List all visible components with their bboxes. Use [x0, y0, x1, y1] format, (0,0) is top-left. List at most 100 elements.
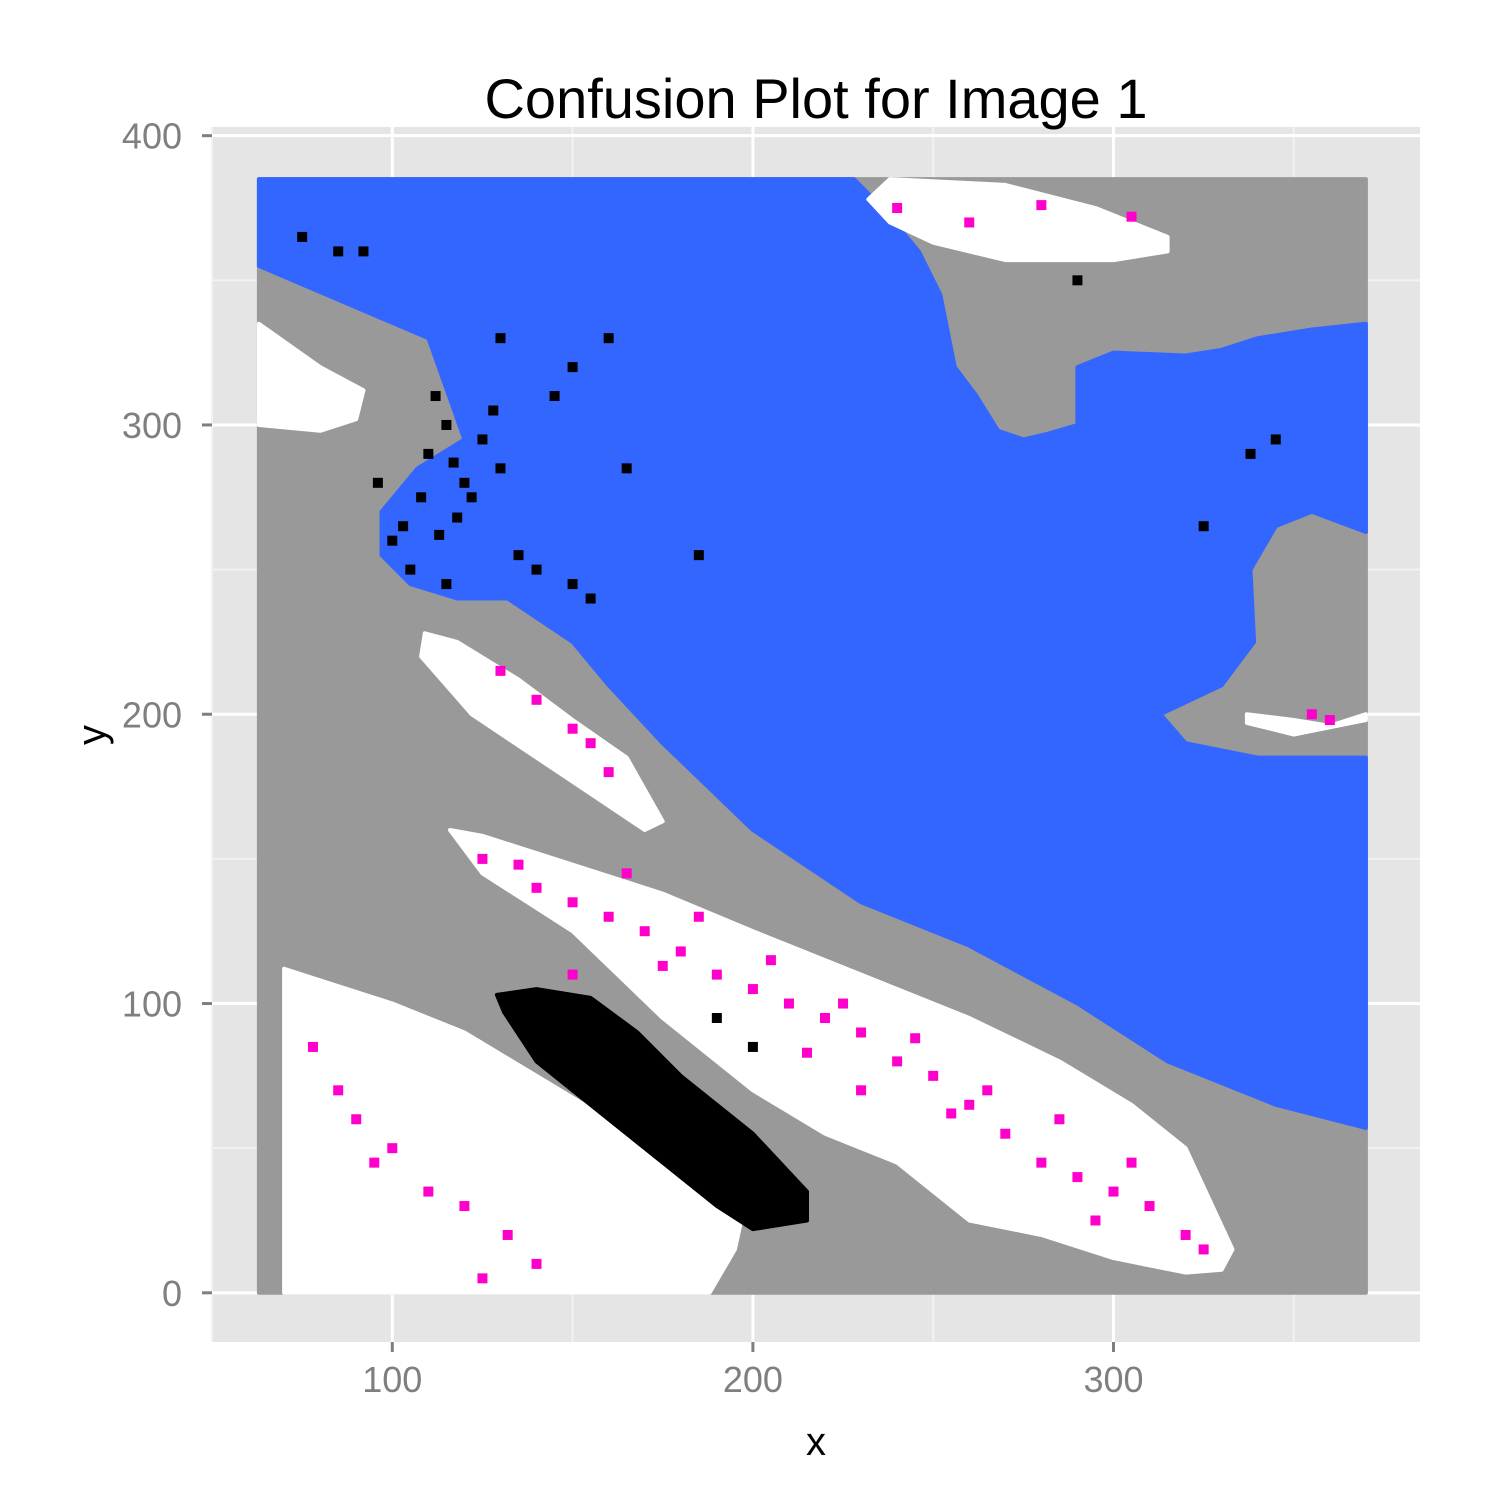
speckle-magenta [1072, 1172, 1083, 1183]
speckle-magenta [964, 217, 975, 228]
y-axis: 0 100 200 300 400 [122, 116, 212, 1314]
speckle-magenta [369, 1157, 380, 1168]
speckle-black [603, 1056, 614, 1067]
speckle-magenta [423, 1186, 434, 1197]
region-white [419, 631, 665, 832]
region-white [1244, 712, 1368, 737]
speckle-magenta [765, 955, 776, 966]
speckle-black [333, 246, 344, 257]
speckle-black [358, 246, 369, 257]
speckle-magenta [1306, 709, 1317, 720]
speckle-magenta [856, 1085, 867, 1096]
speckle-black [423, 448, 434, 459]
speckle-magenta [1126, 1157, 1137, 1168]
speckle-black [488, 405, 499, 416]
speckle-magenta [675, 946, 686, 957]
y-tick-label: 0 [162, 1273, 182, 1314]
speckle-black [398, 521, 409, 532]
y-tick-label: 400 [122, 116, 182, 157]
speckle-black [513, 550, 524, 561]
speckle-black [477, 434, 488, 445]
speckle-black [434, 529, 445, 540]
speckle-magenta [856, 1027, 867, 1038]
speckle-black [567, 579, 578, 590]
speckle-black [466, 492, 477, 503]
speckle-magenta [711, 969, 722, 980]
x-tick-label: 100 [362, 1359, 422, 1400]
speckle-magenta [693, 911, 704, 922]
chart-title: Confusion Plot for Image 1 [484, 67, 1147, 130]
speckle-magenta [838, 998, 849, 1009]
speckle-magenta [513, 859, 524, 870]
speckle-magenta [946, 1108, 957, 1119]
speckle-magenta [531, 1258, 542, 1269]
speckle-magenta [567, 897, 578, 908]
speckle-black [405, 564, 416, 575]
speckle-black [430, 391, 441, 402]
speckle-magenta [502, 1229, 513, 1240]
speckle-black [448, 457, 459, 468]
speckle-magenta [910, 1033, 921, 1044]
speckle-magenta [892, 203, 903, 213]
speckle-magenta [1180, 1229, 1191, 1240]
classification-regions [256, 177, 1368, 1295]
speckle-magenta [1036, 200, 1047, 211]
speckle-black [711, 1013, 722, 1023]
speckle-magenta [1090, 1215, 1101, 1226]
speckle-black [495, 463, 506, 474]
speckle-black [549, 391, 560, 402]
speckle-magenta [531, 694, 542, 705]
speckle-magenta [964, 1099, 975, 1110]
speckle-magenta [531, 882, 542, 893]
speckle-magenta [459, 1201, 470, 1212]
speckle-magenta [603, 767, 614, 778]
speckle-magenta [621, 868, 632, 879]
speckle-black [297, 231, 308, 242]
speckle-black [495, 333, 506, 344]
region-white [866, 177, 1170, 263]
speckle-black [693, 550, 704, 561]
region-blue [256, 177, 1368, 1130]
speckle-magenta [820, 1013, 831, 1023]
x-axis-title: x [806, 1420, 826, 1464]
speckle-magenta [1144, 1201, 1155, 1212]
speckle-black [567, 362, 578, 373]
speckle-black [603, 333, 614, 344]
speckle-magenta [603, 911, 614, 922]
speckle-magenta [387, 1143, 398, 1154]
speckle-magenta [477, 1273, 488, 1284]
speckle-magenta [1036, 1157, 1047, 1168]
speckle-magenta [567, 723, 578, 734]
speckle-magenta [1198, 1244, 1209, 1255]
speckle-magenta [892, 1056, 903, 1067]
speckle-magenta [639, 926, 650, 937]
y-tick-label: 100 [122, 984, 182, 1025]
speckle-black [416, 492, 427, 503]
x-tick-label: 300 [1083, 1359, 1143, 1400]
speckle-magenta [351, 1114, 362, 1125]
speckle-magenta [783, 998, 794, 1009]
y-tick-label: 300 [122, 405, 182, 446]
speckle-black [452, 512, 463, 523]
speckle-black [459, 477, 470, 488]
speckle-black [621, 463, 632, 474]
speckle-magenta [747, 984, 758, 995]
speckle-magenta [1108, 1186, 1119, 1197]
speckle-magenta [801, 1047, 812, 1058]
speckle-magenta [1126, 211, 1137, 222]
speckle-magenta [585, 738, 596, 749]
speckle-magenta [657, 960, 668, 971]
speckle-points [297, 200, 1335, 1284]
speckle-black [765, 1157, 776, 1168]
speckle-black [1245, 448, 1256, 459]
speckle-magenta [567, 969, 578, 980]
x-axis: 100 200 300 [362, 1342, 1144, 1400]
x-tick-label: 200 [723, 1359, 783, 1400]
speckle-magenta [928, 1070, 939, 1081]
speckle-black [1270, 434, 1281, 445]
y-axis-title: y [70, 725, 114, 745]
speckle-black [372, 477, 383, 488]
y-tick-label: 200 [122, 694, 182, 735]
speckle-magenta [307, 1041, 318, 1052]
